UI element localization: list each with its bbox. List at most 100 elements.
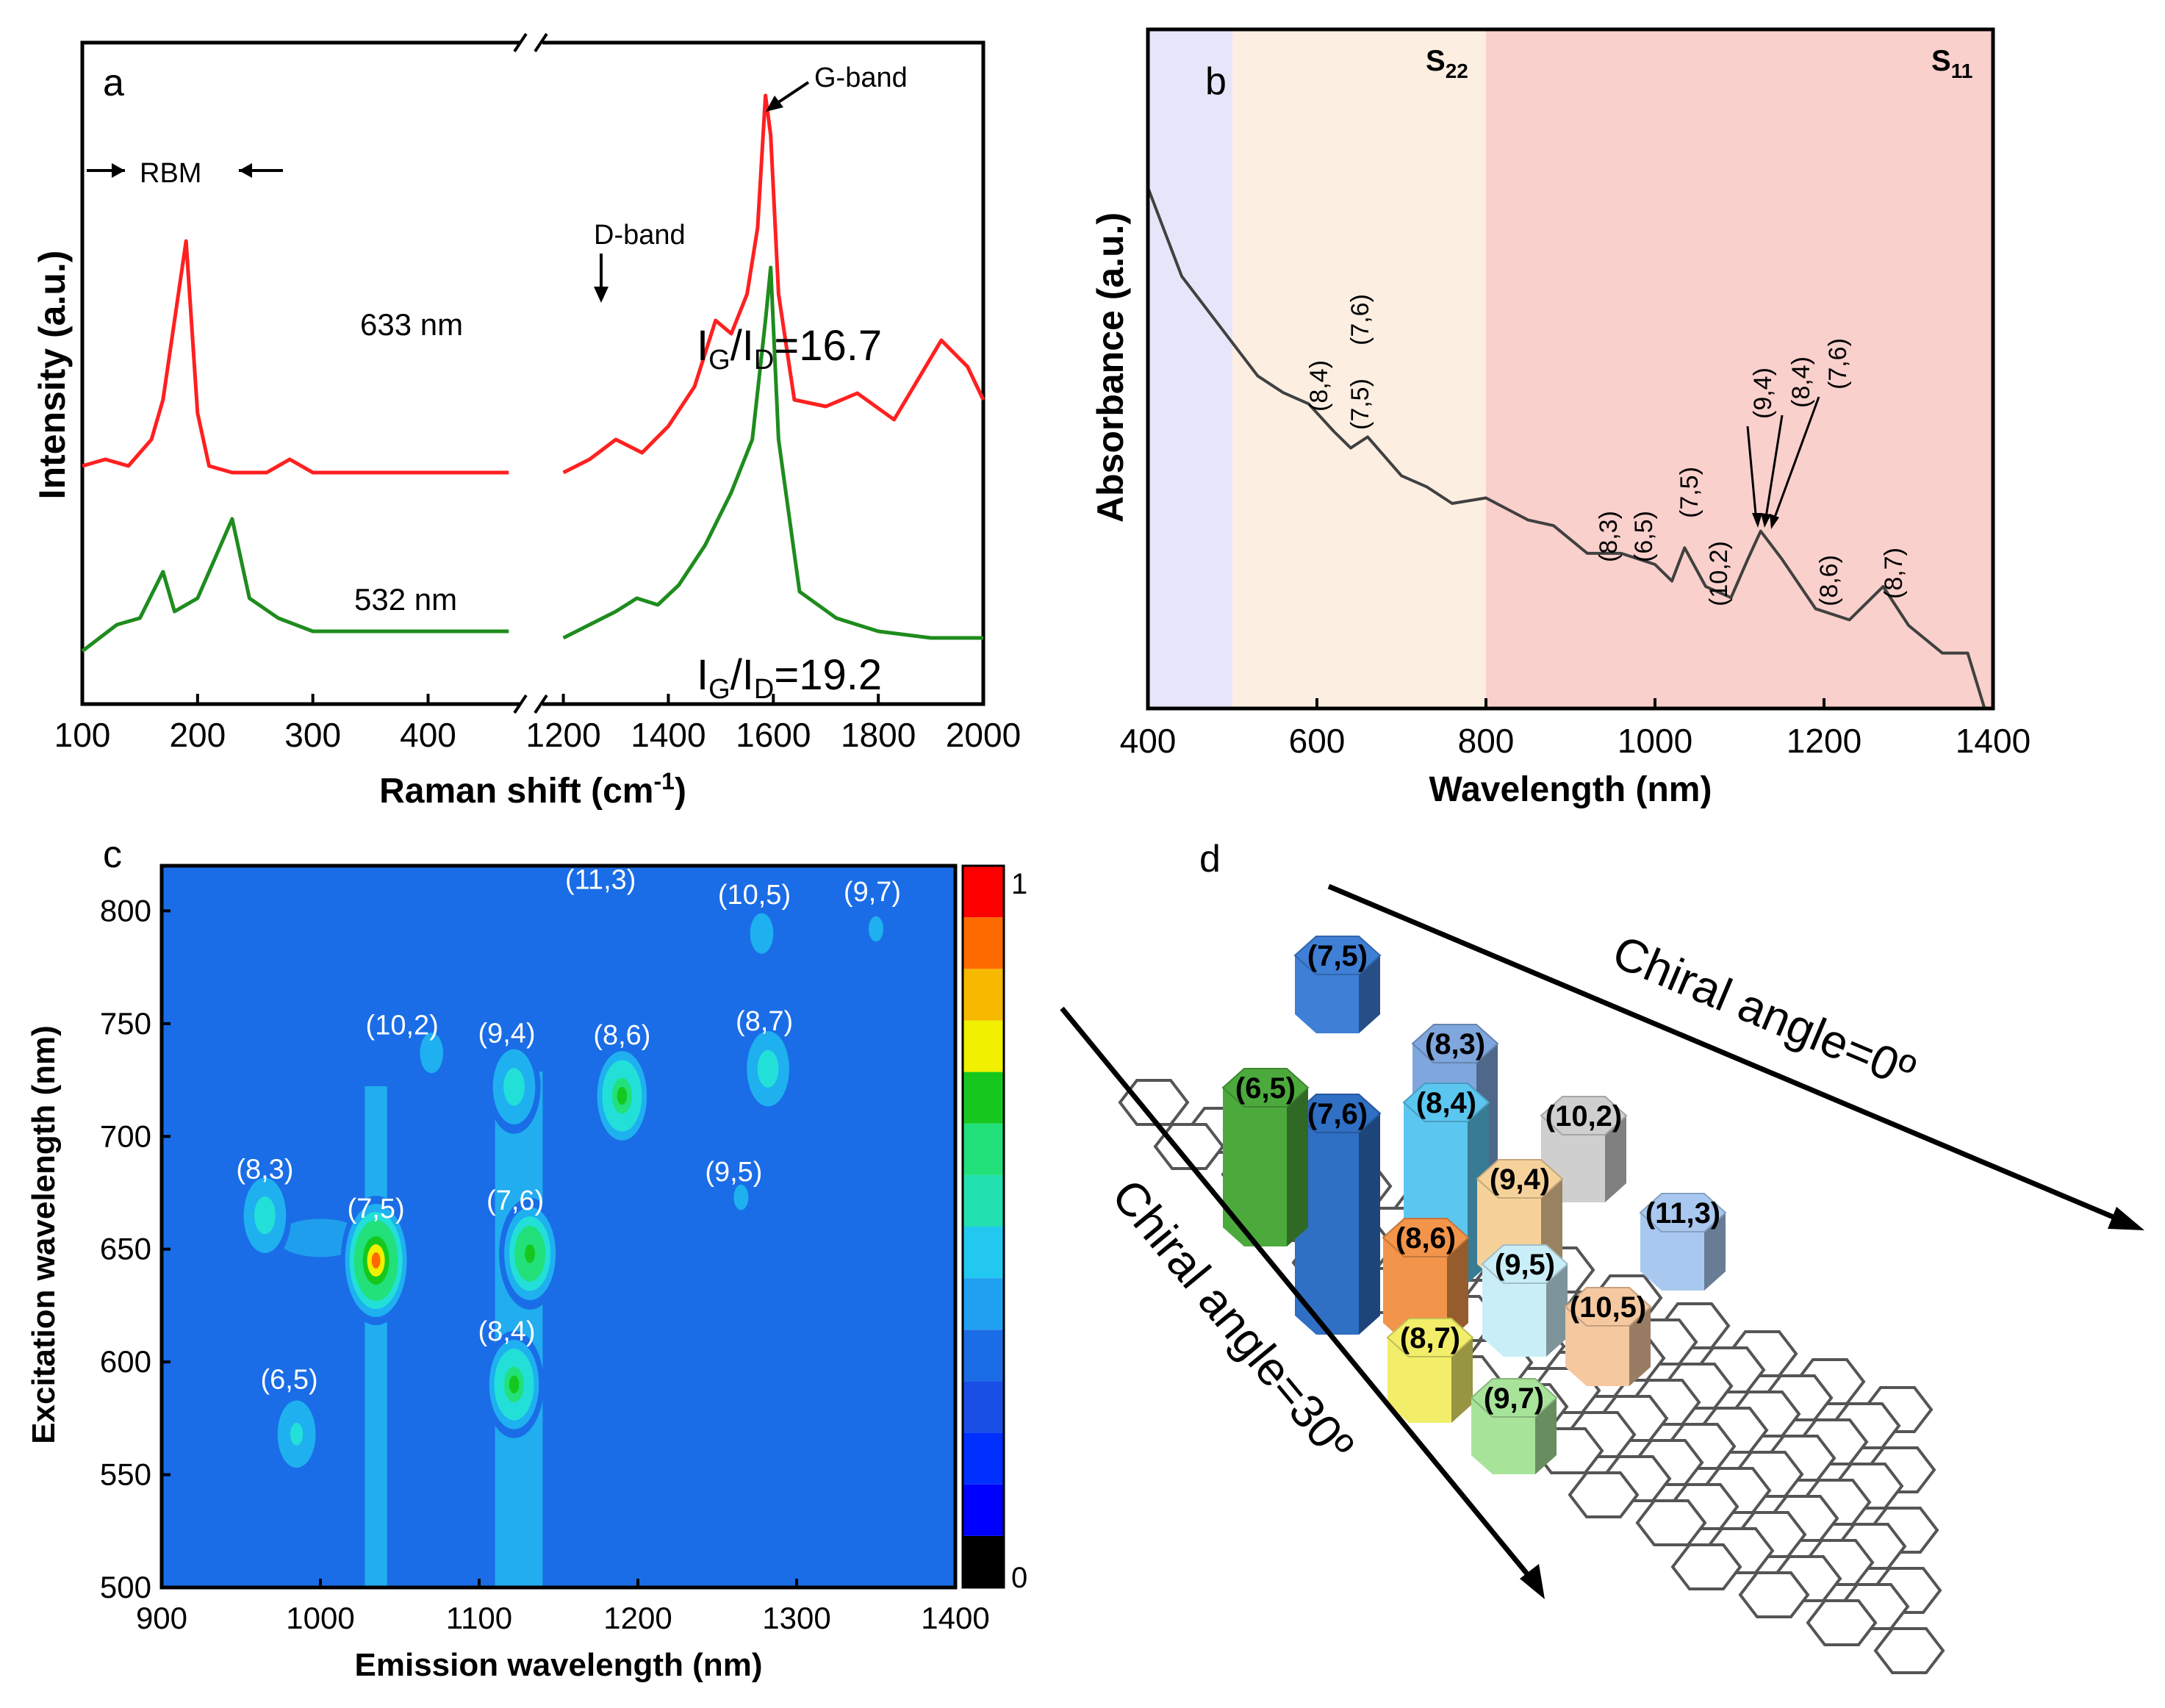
colorbar: [961, 864, 1005, 1589]
bar--8-7-: (8,7): [1386, 1318, 1474, 1423]
colorbar-segment: [963, 1432, 1004, 1485]
spot--9-7-: [869, 916, 883, 942]
ratio-532: IG/ID=19.2: [697, 651, 882, 705]
spot--6-5-: [290, 1423, 304, 1446]
peak-label: (8,4): [1787, 356, 1815, 408]
bar--8-6-: (8,6): [1382, 1218, 1470, 1342]
panel-a-ylabel: Intensity (a.u.): [32, 251, 73, 500]
panel-c-ylabel: Excitation wavelength (nm): [26, 1025, 62, 1444]
spot--11-3-: [622, 910, 637, 935]
spot-label: (6,5): [261, 1364, 318, 1395]
panel-a-series: [81, 93, 985, 653]
spot--10-5-: [755, 923, 768, 944]
peak-label: (8,7): [1880, 548, 1908, 599]
panel-b-frame: [1146, 27, 1995, 711]
colorbar-segment: [963, 1227, 1004, 1279]
spot--8-4-: [509, 1375, 520, 1394]
colorbar-segment: [963, 1123, 1004, 1175]
emission-streak: [495, 1072, 543, 1587]
peak-label: (7,6): [1824, 338, 1852, 390]
bar--7-5-: (7,5): [1293, 936, 1382, 1033]
g-band-arrowhead: [766, 96, 783, 112]
x-tick-label: 800: [1458, 722, 1515, 760]
y-tick-label: 550: [100, 1457, 151, 1492]
colorbar-segment: [963, 1072, 1004, 1124]
spot-label: (8,4): [478, 1316, 535, 1347]
axis-break-mark: [534, 32, 548, 53]
rbm-arrowhead-left: [112, 163, 125, 178]
label-532nm: 532 nm: [354, 582, 457, 617]
x-tick-label: 1400: [921, 1601, 989, 1635]
series-532nm-segment: [81, 517, 509, 653]
peak-label: (8,6): [1815, 555, 1843, 606]
bar-label: (7,5): [1307, 940, 1368, 972]
hexagon-cell: [1118, 1079, 1190, 1126]
bar-side: [1447, 1238, 1468, 1342]
x-tick-label: 1400: [1956, 722, 2031, 760]
spot-label: (8,6): [593, 1020, 650, 1051]
bar--7-6-: (7,6): [1293, 1094, 1382, 1335]
panel-b-peak-arrows: [1746, 396, 1820, 524]
peak-label: (7,5): [1346, 378, 1374, 430]
d-band-arrowhead: [594, 287, 608, 303]
bar-top: [1639, 1193, 1727, 1232]
y-tick-label: 500: [100, 1570, 151, 1604]
s11-label: S11: [1931, 45, 1972, 82]
colorbar-segment: [963, 866, 1004, 918]
x-tick-label: 1800: [841, 716, 916, 754]
panel-c-label: c: [103, 833, 122, 876]
x-tick-label: 1000: [286, 1601, 354, 1635]
hexagon-cell: [1568, 1471, 1640, 1518]
x-tick-label: 2000: [946, 716, 1021, 754]
heatmap-labels: (8,3) (7,5) (6,5) (10,2) (9,4) (7,6) (8,4) (8,6…: [236, 865, 901, 1396]
bar-top: [1221, 1068, 1310, 1108]
x-tick-label: 1400: [631, 716, 705, 754]
g-band-arrow: [776, 81, 810, 104]
bar-top: [1564, 1287, 1652, 1327]
x-tick-label: 100: [54, 716, 111, 754]
x-tick-label: 1100: [446, 1601, 512, 1635]
colorbar-segment: [963, 917, 1004, 969]
colorbar-segment: [963, 1278, 1004, 1330]
chiral-angle-0-arrowhead: [2108, 1207, 2144, 1230]
bar-top: [1293, 936, 1382, 975]
spot-label: (11,3): [565, 865, 636, 896]
absorbance-line: [1146, 187, 1986, 709]
colorbar-min-label: 0: [1011, 1562, 1027, 1594]
panel-a-x-ticks: 100 200 300 400 1200 1400 1600 1800 2000: [54, 694, 1021, 754]
spot--9-5-: [733, 1184, 749, 1210]
peak-arrow: [1771, 396, 1820, 524]
bar-top: [1411, 1024, 1499, 1063]
bar-top: [1402, 1083, 1490, 1122]
chiral-angle-30-arrow: [1060, 1006, 1534, 1582]
hexagon-cell: [1873, 1627, 1945, 1674]
bar-label: (9,7): [1484, 1382, 1544, 1415]
hexagon-cell: [1738, 1571, 1810, 1618]
x-tick-label: 300: [284, 716, 341, 754]
g-band-label: G-band: [814, 62, 908, 93]
y-tick-label: 750: [100, 1006, 151, 1041]
ratio-633: IG/ID=16.7: [697, 322, 882, 376]
x-tick-label: 400: [1120, 722, 1177, 760]
hexagon-cell: [1635, 1499, 1707, 1546]
panel-a-xlabel: Raman shift (cm-1): [379, 768, 686, 811]
rbm-arrowhead-right: [239, 163, 252, 178]
rbm-label: RBM: [140, 158, 201, 189]
spot-label: (10,2): [366, 1011, 439, 1041]
peak-label: (8,3): [1595, 511, 1623, 562]
heatmap-spots: [238, 886, 898, 1587]
x-tick-label: 1000: [1618, 722, 1692, 760]
bar-top: [1470, 1378, 1558, 1418]
series-633nm-segment: [562, 93, 985, 475]
peak-label: (10,2): [1705, 541, 1733, 606]
spot-label: (9,5): [705, 1157, 762, 1188]
panel-b: 400 600 800 1000 1200 1400 b S22 S11 (8,4) (7…: [1090, 27, 2031, 809]
bar-side: [1359, 1113, 1380, 1335]
peak-label: (7,6): [1346, 294, 1374, 345]
chirality-bars: (7,5) (7,6) (6,5) (8,3) (8,4) (10,2) (9,4) (11,…: [1221, 936, 1727, 1474]
panel-c-frame: [159, 864, 958, 1590]
x-tick-label: 1300: [762, 1601, 830, 1635]
label-633nm: 633 nm: [360, 307, 463, 342]
bar-label: (10,2): [1545, 1100, 1623, 1133]
